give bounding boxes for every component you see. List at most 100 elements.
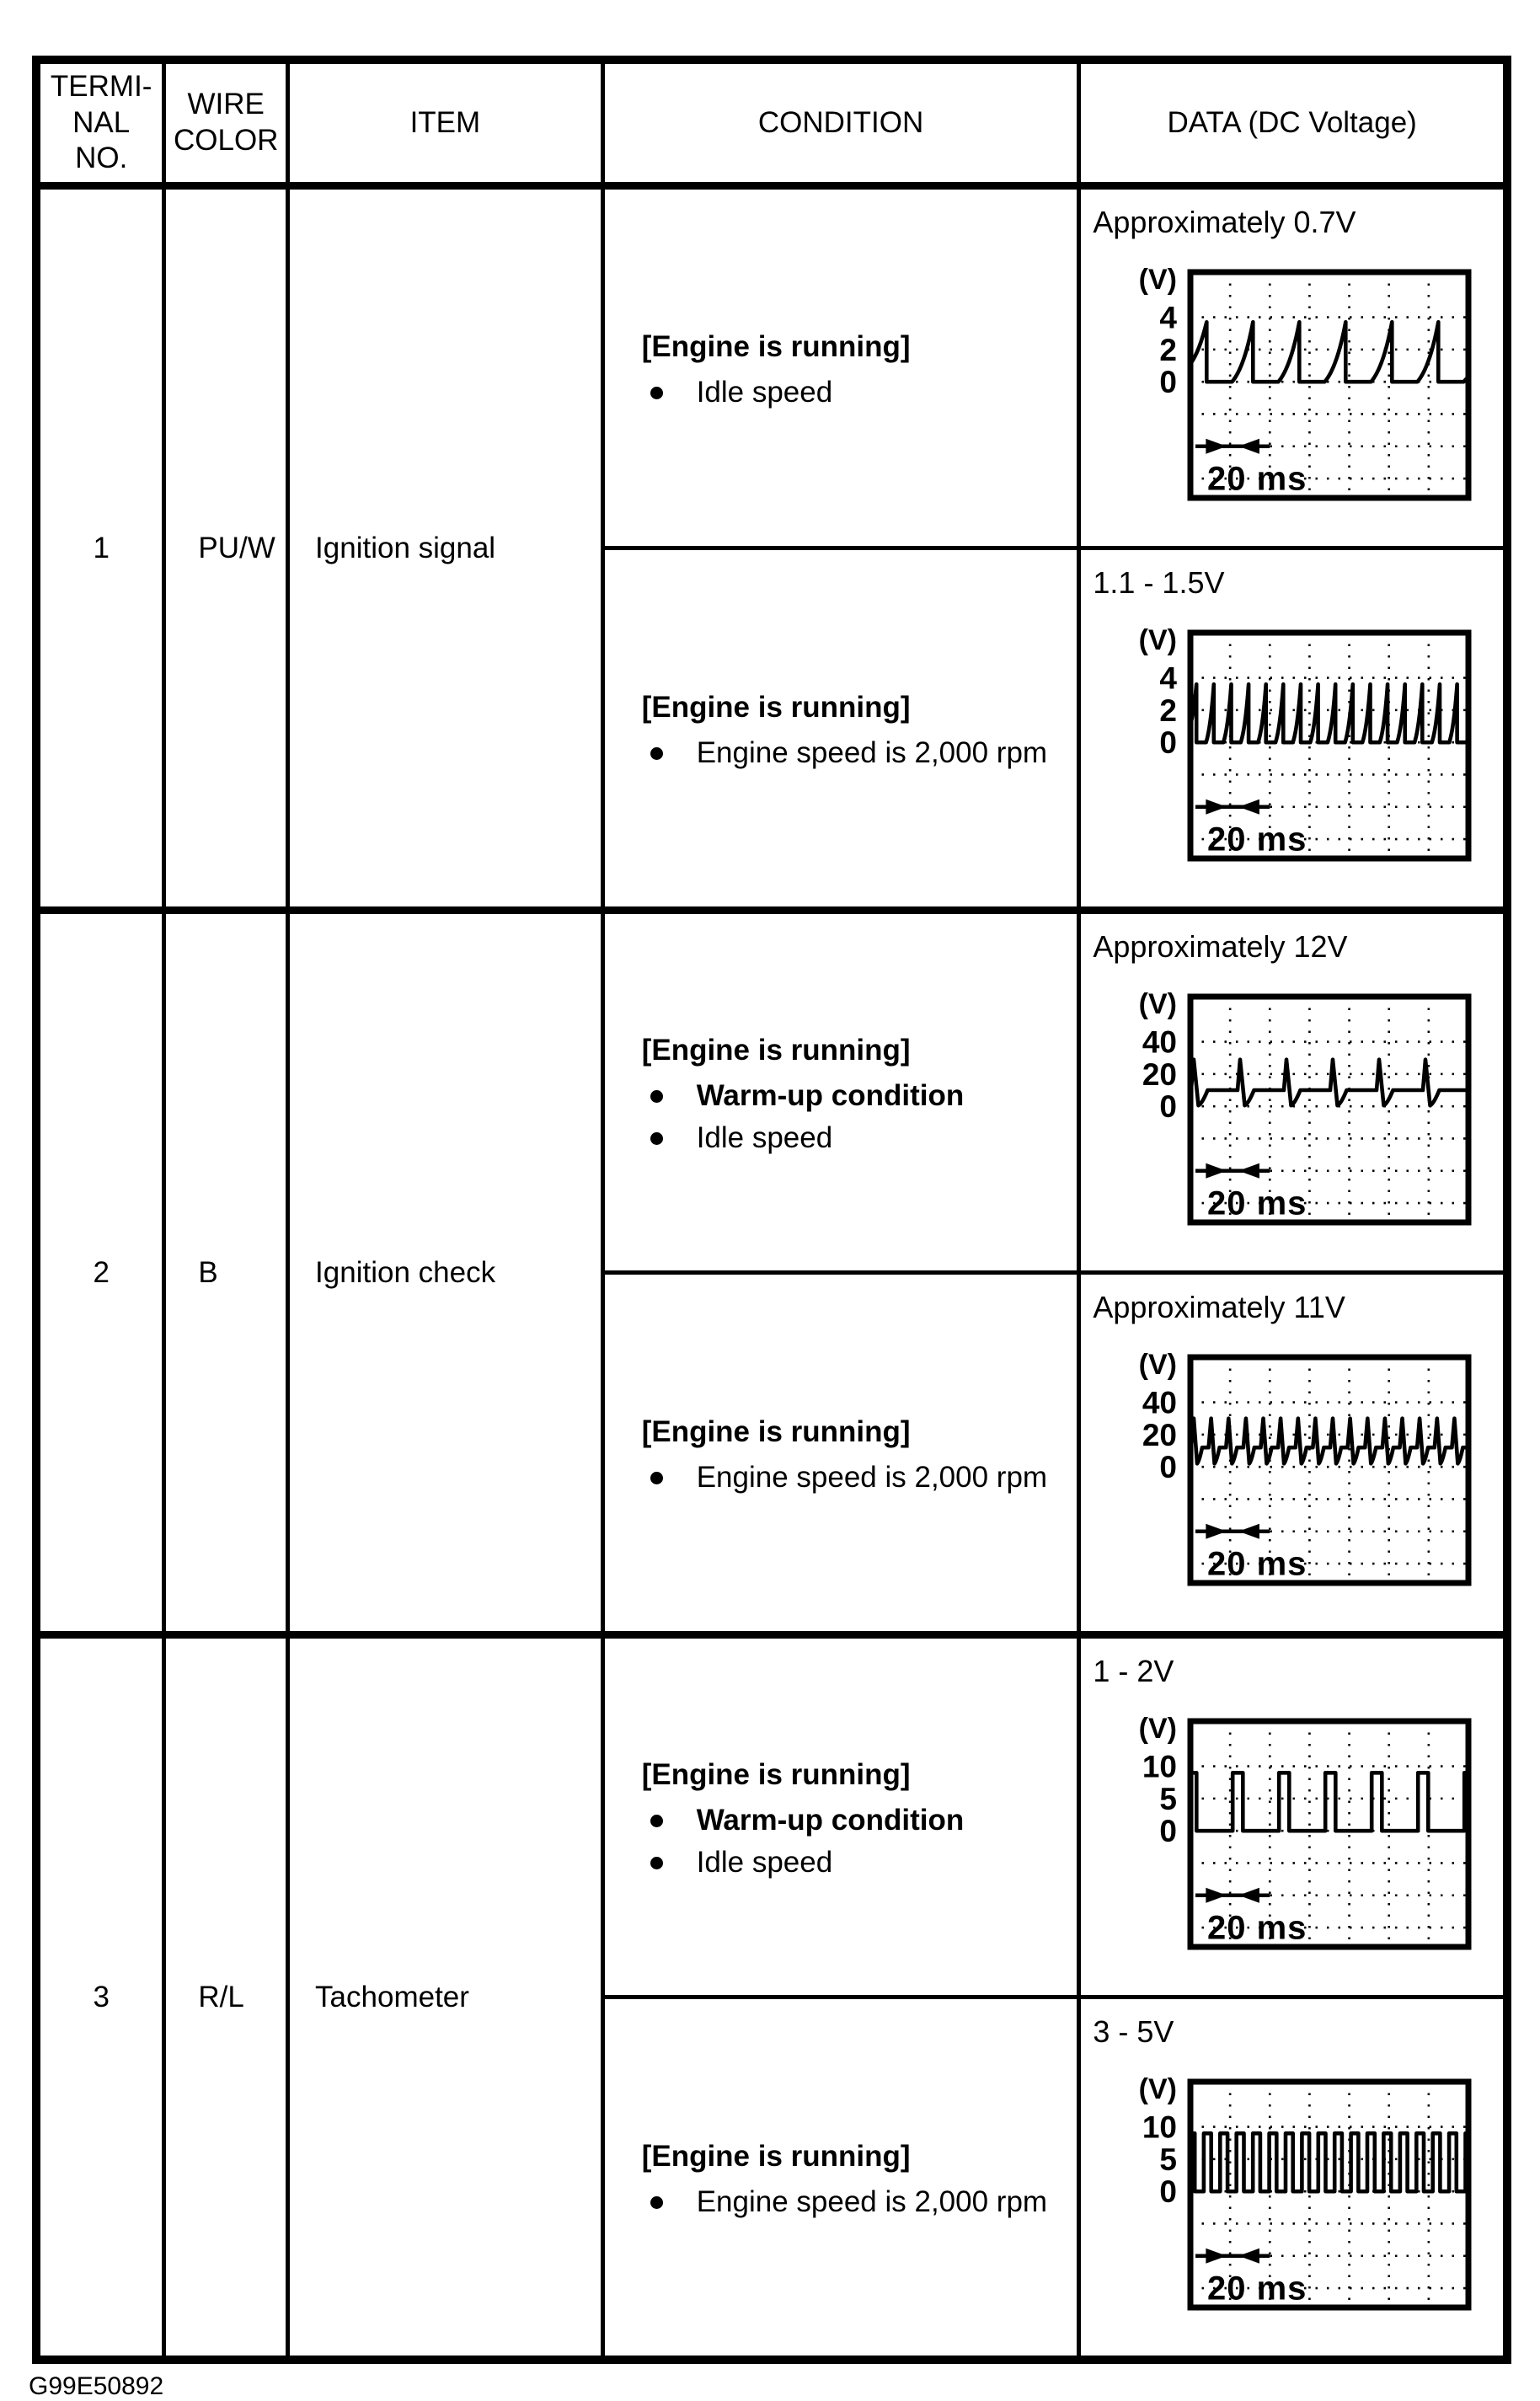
terminal-number: 1: [34, 182, 167, 912]
condition-text: [Engine is running] Engine speed is 2,00…: [642, 691, 1077, 770]
col-header-wire-color: WIRE COLOR: [162, 57, 291, 190]
svg-text:4: 4: [1160, 301, 1178, 335]
bullet-icon: [650, 1814, 663, 1827]
condition-text: [Engine is running] Idle speed: [642, 330, 1077, 409]
item-name: Ignition check: [286, 906, 605, 1637]
wire-color: R/L: [162, 1631, 291, 2362]
bullet-icon: [650, 2195, 663, 2209]
svg-text:20 ms: 20 ms: [1207, 461, 1307, 498]
voltage-reading: Approximately 12V: [1093, 929, 1348, 964]
col-header-item: ITEM: [286, 57, 605, 190]
svg-text:0: 0: [1160, 1089, 1178, 1124]
data-cell: Approximately 0.7V (V) 4 2 0 20 ms: [1077, 182, 1510, 550]
condition-cell: [Engine is running] Engine speed is 2,00…: [600, 546, 1082, 912]
svg-text:0: 0: [1160, 1450, 1178, 1484]
svg-text:10: 10: [1142, 1750, 1177, 1784]
svg-text:40: 40: [1142, 1386, 1177, 1420]
svg-text:10: 10: [1142, 2110, 1177, 2145]
svg-text:0: 0: [1160, 365, 1178, 399]
condition-bullet: Idle speed: [642, 1121, 1077, 1155]
condition-bullet: Idle speed: [642, 376, 1077, 409]
svg-text:2: 2: [1160, 693, 1178, 728]
manual-page: TERMI- NAL NO. WIRE COLOR ITEM CONDITION…: [29, 56, 1511, 2401]
oscilloscope-waveform: (V) 420 20 ms: [1139, 264, 1472, 501]
svg-text:40: 40: [1142, 1025, 1177, 1060]
svg-text:(V): (V): [1139, 624, 1177, 656]
wire-color: PU/W: [162, 182, 291, 912]
voltage-reading: 1 - 2V: [1093, 1654, 1174, 1688]
bullet-icon: [650, 1089, 663, 1103]
table-row: [Engine is running] Engine speed is 2,00…: [36, 546, 1510, 912]
condition-state: [Engine is running]: [641, 1758, 911, 1791]
col-header-data: DATA (DC Voltage): [1077, 57, 1510, 190]
voltage-reading: Approximately 11V: [1093, 1290, 1345, 1324]
condition-cell: [Engine is running] Engine speed is 2,00…: [600, 1270, 1082, 1637]
condition-state: [Engine is running]: [641, 1034, 911, 1067]
table-row: 1 PU/W Ignition signal [Engine is runnin…: [34, 182, 1510, 912]
data-cell: 1.1 - 1.5V (V) 4 2 0 20 ms: [1077, 546, 1510, 912]
condition-bullet: Warm-up condition: [642, 1079, 1077, 1113]
data-cell: 1 - 2V (V) 10 5 0 20 ms: [1077, 1631, 1510, 1999]
svg-text:(V): (V): [1139, 988, 1177, 1020]
table-row: 3 R/L Tachometer [Engine is running] War…: [34, 1631, 1510, 2362]
terminal-number: 3: [34, 1631, 167, 2362]
svg-text:(V): (V): [1139, 264, 1177, 296]
condition-bullet: Idle speed: [642, 1846, 1077, 1880]
svg-text:20 ms: 20 ms: [1207, 1910, 1307, 1947]
svg-text:(V): (V): [1139, 1713, 1177, 1745]
voltage-reading: 1.1 - 1.5V: [1093, 565, 1225, 600]
col-header-terminal-no: TERMI- NAL NO.: [34, 57, 167, 190]
condition-state: [Engine is running]: [641, 1415, 911, 1448]
condition-bullet: Warm-up condition: [642, 1804, 1077, 1837]
svg-text:(V): (V): [1139, 2073, 1177, 2105]
voltage-reading: 3 - 5V: [1093, 2014, 1174, 2049]
svg-text:20 ms: 20 ms: [1207, 2270, 1307, 2307]
condition-text: [Engine is running] Warm-up condition Id…: [642, 1034, 1077, 1155]
bullet-icon: [650, 1471, 663, 1484]
condition-bullet: Engine speed is 2,000 rpm: [642, 736, 1077, 770]
data-cell: Approximately 11V (V) 40 20 0 20 ms: [1077, 1270, 1510, 1637]
condition-text: [Engine is running] Engine speed is 2,00…: [642, 2140, 1077, 2219]
svg-text:20 ms: 20 ms: [1207, 821, 1307, 858]
oscilloscope-waveform: (V) 420 20 ms: [1139, 624, 1472, 862]
svg-text:20: 20: [1142, 1418, 1177, 1452]
bullet-icon: [650, 386, 663, 399]
condition-state: [Engine is running]: [641, 2140, 911, 2173]
svg-text:2: 2: [1160, 333, 1178, 367]
condition-cell: [Engine is running] Engine speed is 2,00…: [600, 1995, 1082, 2362]
bullet-icon: [650, 1131, 663, 1145]
condition-state: [Engine is running]: [641, 330, 911, 363]
condition-cell: [Engine is running] Warm-up condition Id…: [600, 1631, 1082, 1999]
bullet-icon: [650, 746, 663, 760]
terminal-signal-table: TERMI- NAL NO. WIRE COLOR ITEM CONDITION…: [32, 56, 1511, 2364]
data-cell: 3 - 5V (V) 10 5 0 20 ms: [1077, 1995, 1510, 2362]
figure-code: G99E50892: [29, 2372, 164, 2400]
data-cell: Approximately 12V (V) 40 20 0 20 ms: [1077, 906, 1510, 1275]
col-header-condition: CONDITION: [600, 57, 1082, 190]
svg-text:20 ms: 20 ms: [1207, 1546, 1307, 1583]
svg-text:20: 20: [1142, 1057, 1177, 1092]
svg-text:0: 0: [1160, 1814, 1178, 1848]
svg-text:5: 5: [1160, 1782, 1178, 1816]
wire-color: B: [162, 906, 291, 1637]
table-row: [Engine is running] Engine speed is 2,00…: [36, 1995, 1510, 2362]
svg-text:0: 0: [1160, 2174, 1178, 2209]
voltage-reading: Approximately 0.7V: [1093, 205, 1356, 239]
condition-cell: [Engine is running] Idle speed: [600, 182, 1082, 550]
svg-text:4: 4: [1160, 661, 1178, 696]
item-name: Ignition signal: [286, 182, 605, 912]
bullet-icon: [650, 1856, 663, 1869]
condition-text: [Engine is running] Warm-up condition Id…: [642, 1758, 1077, 1880]
svg-text:20 ms: 20 ms: [1207, 1185, 1307, 1222]
terminal-number: 2: [34, 906, 167, 1637]
svg-text:(V): (V): [1139, 1349, 1177, 1381]
condition-state: [Engine is running]: [641, 691, 911, 724]
condition-text: [Engine is running] Engine speed is 2,00…: [642, 1415, 1077, 1495]
svg-text:5: 5: [1160, 2142, 1178, 2177]
table-row: [Engine is running] Engine speed is 2,00…: [36, 1270, 1510, 1637]
header-row: TERMI- NAL NO. WIRE COLOR ITEM CONDITION…: [34, 57, 1510, 190]
